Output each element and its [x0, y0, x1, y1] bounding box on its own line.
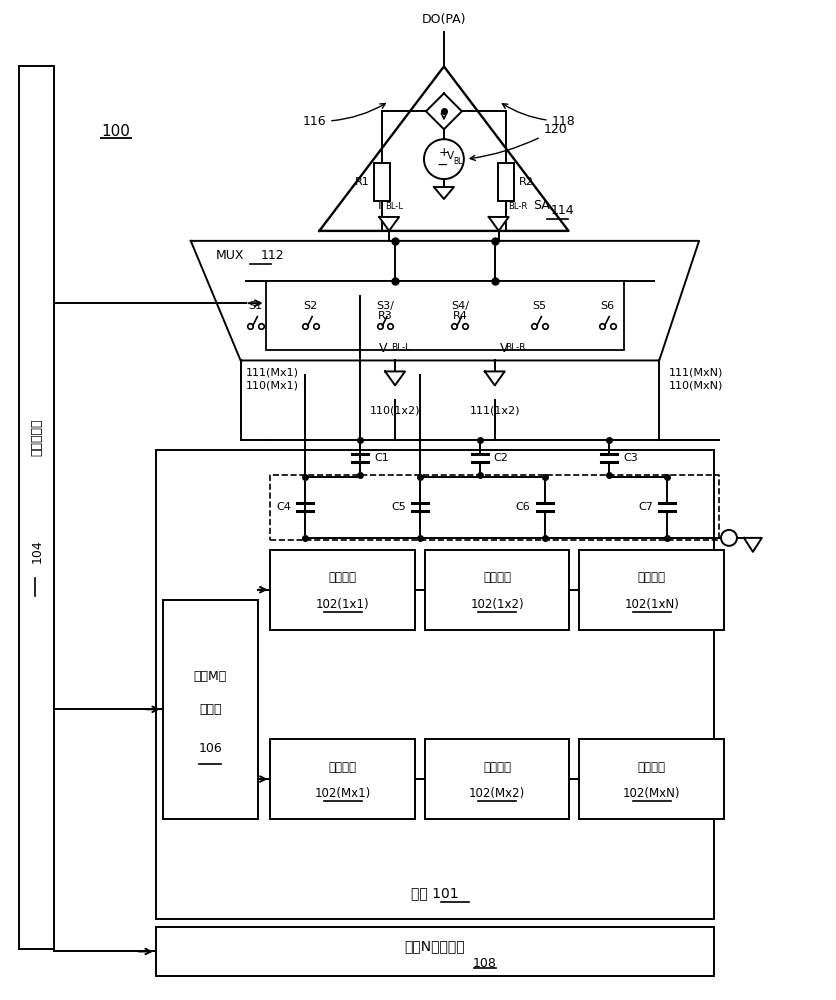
Text: C1: C1: [375, 453, 389, 463]
Bar: [266, 281, 624, 350]
Text: V: V: [500, 342, 508, 355]
Text: 111(1x2): 111(1x2): [470, 405, 520, 415]
Text: −: −: [436, 158, 448, 172]
Text: 104: 104: [30, 540, 43, 563]
Bar: [155, 927, 714, 976]
Text: S4/: S4/: [451, 301, 469, 311]
Bar: [378, 313, 392, 348]
Text: 106: 106: [198, 742, 222, 755]
Text: 111(Mx1): 111(Mx1): [246, 367, 298, 377]
Bar: [271, 550, 415, 630]
Text: 列（N）驱动器: 列（N）驱动器: [405, 940, 466, 954]
Text: C3: C3: [624, 453, 638, 463]
Text: R3: R3: [378, 311, 392, 321]
Text: 比特单元: 比特单元: [638, 571, 665, 584]
Text: V: V: [379, 342, 387, 355]
Text: 110(1x2): 110(1x2): [370, 405, 421, 415]
Text: 比特单元: 比特单元: [638, 761, 665, 774]
Text: 110(Mx1): 110(Mx1): [246, 380, 298, 390]
Text: C7: C7: [639, 502, 653, 512]
Bar: [579, 550, 724, 630]
Text: R1: R1: [354, 177, 370, 187]
Polygon shape: [380, 217, 399, 231]
Text: V: V: [447, 151, 454, 161]
Text: 102(1xN): 102(1xN): [624, 598, 679, 611]
Text: R2: R2: [518, 177, 533, 187]
Text: S6: S6: [600, 301, 614, 311]
Text: 112: 112: [261, 249, 284, 262]
Polygon shape: [744, 538, 762, 552]
Text: 比特单元: 比特单元: [483, 761, 512, 774]
Text: DO(PA): DO(PA): [421, 13, 466, 26]
Polygon shape: [489, 217, 508, 231]
Text: C5: C5: [391, 502, 406, 512]
Circle shape: [721, 530, 737, 546]
Bar: [375, 163, 390, 201]
Text: C2: C2: [494, 453, 508, 463]
Text: R4: R4: [452, 311, 467, 321]
Text: 102(MxN): 102(MxN): [623, 787, 681, 800]
Text: 比特单元: 比特单元: [329, 571, 357, 584]
Text: BL-L: BL-L: [391, 343, 410, 352]
Text: 120: 120: [470, 123, 568, 160]
Text: MUX: MUX: [216, 249, 244, 262]
Bar: [497, 163, 513, 201]
Polygon shape: [434, 187, 454, 199]
Bar: [425, 739, 569, 819]
Text: 118: 118: [502, 104, 575, 128]
Text: 比特单元: 比特单元: [483, 571, 512, 584]
Text: BL-R: BL-R: [507, 202, 527, 211]
Text: 102(Mx1): 102(Mx1): [314, 787, 371, 800]
Text: C4: C4: [277, 502, 292, 512]
Text: 108: 108: [473, 957, 497, 970]
Text: 地址解码器: 地址解码器: [30, 418, 43, 456]
Text: +: +: [439, 146, 449, 159]
Text: 102(1x2): 102(1x2): [471, 598, 524, 611]
Text: SA: SA: [533, 199, 550, 212]
Bar: [453, 313, 466, 348]
Text: BL-L: BL-L: [385, 202, 403, 211]
Text: 行（M）: 行（M）: [194, 670, 227, 683]
Text: BL: BL: [453, 157, 462, 166]
Text: 102(Mx2): 102(Mx2): [469, 787, 525, 800]
Bar: [155, 450, 714, 919]
Text: 116: 116: [303, 104, 385, 128]
Bar: [19, 66, 54, 949]
Text: S5: S5: [533, 301, 547, 311]
Bar: [271, 739, 415, 819]
Circle shape: [424, 139, 464, 179]
Text: 比特单元: 比特单元: [329, 761, 357, 774]
Polygon shape: [485, 371, 505, 385]
Bar: [425, 550, 569, 630]
Text: 102(1x1): 102(1x1): [316, 598, 370, 611]
Text: BL-R: BL-R: [505, 343, 525, 352]
Text: S1: S1: [248, 301, 263, 311]
Text: 114: 114: [551, 204, 574, 217]
Text: I: I: [504, 199, 507, 212]
Text: S2: S2: [303, 301, 318, 311]
Polygon shape: [385, 371, 405, 385]
Text: 110(MxN): 110(MxN): [669, 380, 723, 390]
Text: S3/: S3/: [376, 301, 394, 311]
Bar: [579, 739, 724, 819]
Bar: [163, 600, 257, 819]
Text: I: I: [378, 199, 381, 212]
Text: 阵列 101: 阵列 101: [411, 887, 459, 901]
Text: 驱动器: 驱动器: [199, 703, 222, 716]
Text: 111(MxN): 111(MxN): [669, 367, 723, 377]
Text: C6: C6: [516, 502, 531, 512]
Text: 100: 100: [101, 124, 130, 139]
